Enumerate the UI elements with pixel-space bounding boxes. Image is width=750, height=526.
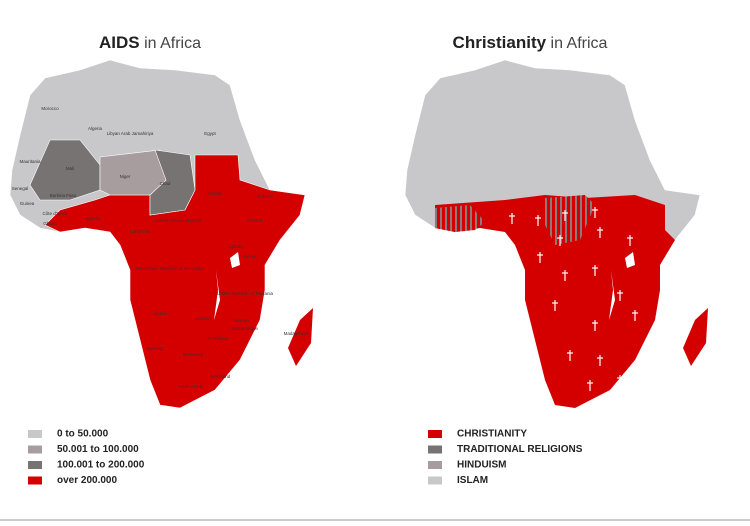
map-title: AIDS in Africa	[99, 33, 201, 52]
country-label: Burkina Faso	[50, 193, 77, 198]
country-label: Egypt	[204, 131, 216, 136]
country-label: Senegal	[12, 186, 29, 191]
title-rest: in Africa	[144, 35, 201, 52]
country-label: Nigeria	[85, 216, 100, 221]
legend-swatch	[428, 461, 442, 469]
legend-swatch	[28, 445, 42, 454]
country-label: Côte d'Ivoire	[42, 211, 68, 216]
country-label: Zambia	[195, 316, 211, 321]
legend-label: over 200.000	[57, 475, 117, 486]
title-bold: AIDS	[99, 33, 140, 52]
legend-label: 50.001 to 100.000	[57, 444, 139, 455]
country-label: Mauritania	[19, 159, 41, 164]
legend-label: HINDUISM	[457, 460, 506, 471]
country-label: Ethiopia	[247, 218, 264, 223]
legend-label: 100.001 to 200.000	[57, 460, 145, 471]
country-label: Sudan	[208, 191, 222, 196]
country-label: Botswana	[183, 352, 203, 357]
country-label: Zimbabwe	[208, 336, 229, 341]
country-label: Mali	[66, 166, 74, 171]
legend-label: 0 to 50.000	[57, 429, 109, 440]
country-label: Swaziland	[210, 374, 231, 379]
country-label: Algeria	[88, 126, 103, 131]
legend-swatch	[28, 476, 42, 485]
country-label: Libyan Arab Jamahiriya	[107, 131, 154, 136]
country-label: Uganda	[227, 244, 243, 249]
country-label: United Republic of Tanzania	[217, 291, 273, 296]
country-label: Angola	[153, 311, 168, 316]
aids-map: Morocco Algeria Libyan Arab Jamahiriya Egyp…	[9, 59, 313, 409]
map-title: Christianity in Africa	[453, 33, 608, 52]
title-bold: Christianity	[453, 33, 547, 52]
legend-swatch	[428, 476, 442, 485]
country-label: Chad	[160, 181, 171, 186]
christianity-map	[404, 59, 708, 409]
country-label: Guinea	[20, 201, 35, 206]
country-label: Mozambique	[232, 326, 258, 331]
country-label: South Africa	[178, 384, 203, 389]
legend-swatch	[428, 445, 442, 454]
country-label: Central African Republic	[154, 218, 203, 223]
country-label: Democratic Republic of the Congo	[136, 266, 205, 271]
country-label: Cameroon	[129, 229, 151, 234]
country-label: Malawi	[235, 318, 249, 323]
legend-label: ISLAM	[457, 475, 488, 486]
country-label: Namibia	[147, 346, 164, 351]
country-label: Ghana	[43, 221, 57, 226]
country-label: Djibouti	[257, 194, 272, 199]
legend-label: CHRISTIANITY	[457, 429, 527, 440]
legend-label: TRADITIONAL RELIGIONS	[457, 444, 583, 455]
legend-swatch	[28, 430, 42, 438]
country-label: Madagascar	[284, 331, 309, 336]
title-rest: in Africa	[551, 35, 608, 52]
country-label: Morocco	[41, 106, 59, 111]
legend-swatch	[428, 430, 442, 438]
country-label: Niger	[120, 174, 131, 179]
country-label: Kenya	[244, 254, 257, 259]
legend-swatch	[28, 461, 42, 469]
